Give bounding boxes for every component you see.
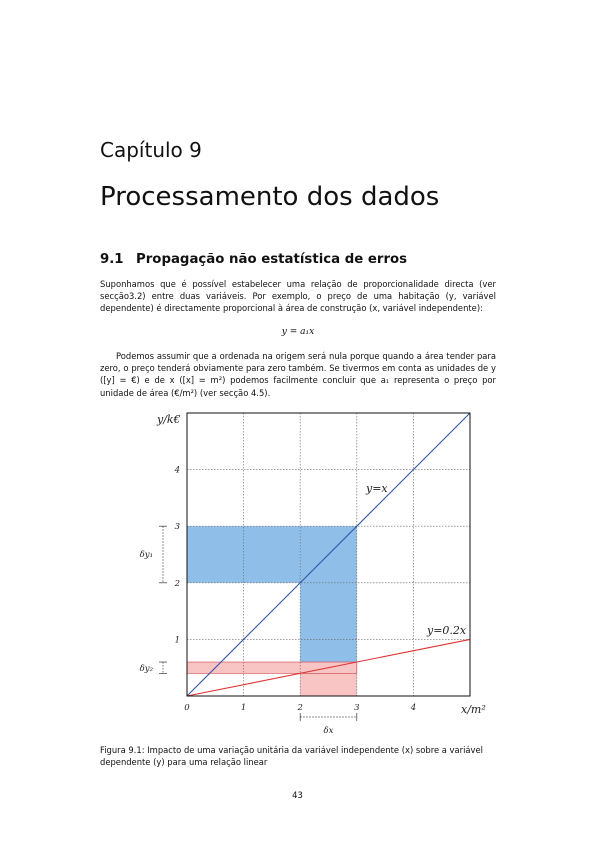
series-label-1: y=x [365,482,388,495]
y-tick-label: 3 [175,522,180,532]
y-tick-label: 2 [174,579,180,589]
figure-caption: Figura 9.1: Impacto de uma variação unit… [100,745,483,768]
y-axis-label: y/k€ [156,413,181,426]
section-number: 9.1 [100,252,124,267]
x-tick-label: 0 [184,703,190,713]
delta-x-label: δx [324,726,334,736]
paragraph-1: Suponhamos que é possível estabelecer um… [100,279,496,314]
x-tick-label: 2 [296,703,302,713]
series-line-2 [186,638,471,697]
chapter-label: Capítulo 9 [100,138,202,162]
series-label-2: y=0.2x [426,624,467,637]
x-tick-label: 3 [354,703,359,713]
page-number: 43 [292,790,303,800]
fill-delta-x-pink-region [300,662,357,696]
x-axis-label: x/m² [461,703,486,716]
fill-delta-y2-band [187,662,357,674]
section-heading: 9.1 Propagação não estatística de erros [100,252,407,267]
section-title: Propagação não estatística de erros [136,252,408,267]
equation: y = a₁x [281,327,315,337]
x-tick-label: 4 [410,703,416,713]
y-tick-label: 1 [175,635,180,645]
delta-y2-label: δy₂ [140,664,154,674]
plot-frame [186,412,471,697]
paragraph-2: Podemos assumir que a ordenada na origem… [100,351,496,398]
series-line-1 [186,412,471,697]
x-tick-label: 1 [241,703,246,713]
chapter-title: Processamento dos dados [100,182,440,212]
delta-y1-label: δy₁ [140,550,153,560]
y-tick-label: 4 [174,466,180,476]
